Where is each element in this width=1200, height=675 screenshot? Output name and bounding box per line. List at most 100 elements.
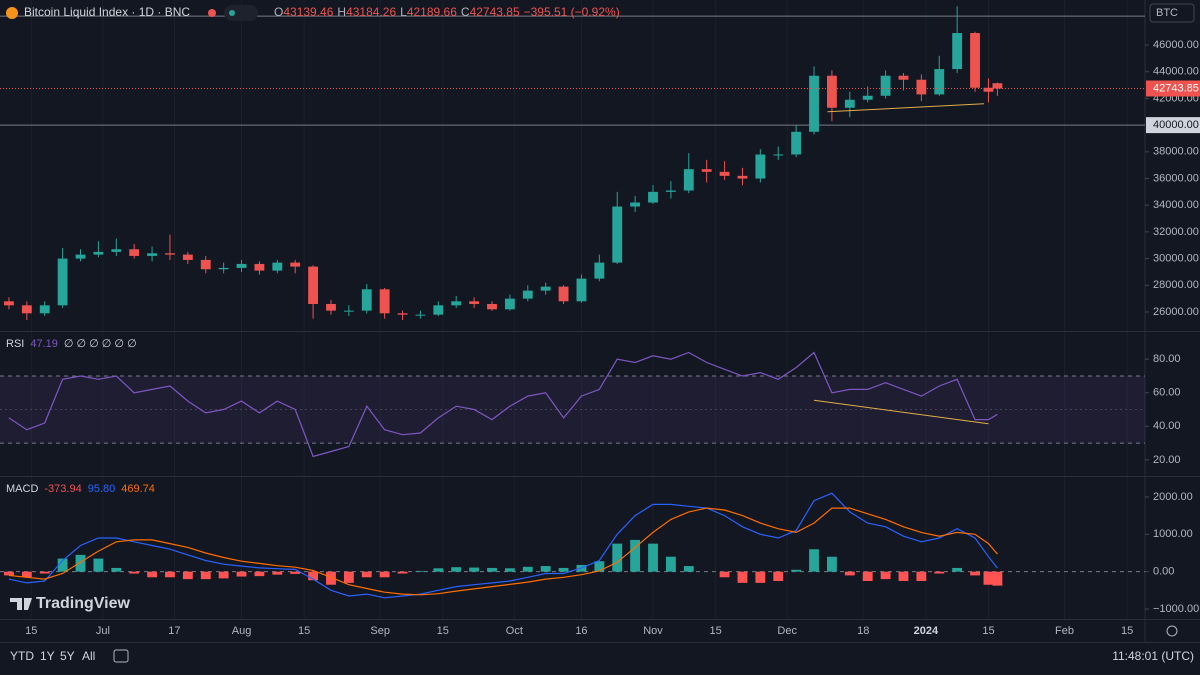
indicator-badge[interactable] <box>224 5 258 21</box>
histogram-bar <box>236 571 247 577</box>
y-tick-label: 2000.00 <box>1153 491 1193 503</box>
histogram-bar <box>451 567 462 572</box>
symbol-icon <box>6 7 18 19</box>
logo-mark <box>10 598 32 610</box>
ohlc-legend: O43139.46 H43184.26 L42189.66 C42743.85 −395… <box>274 5 620 19</box>
histogram-bar <box>487 567 497 572</box>
candle-body <box>701 169 712 172</box>
x-tick-label: Dec <box>777 625 797 637</box>
candle-body <box>290 262 301 267</box>
signal-line <box>8 507 998 596</box>
histogram-bar <box>880 571 891 580</box>
symbol-title: Bitcoin Liquid Index · 1D · BNC <box>24 5 190 19</box>
candle-body <box>683 169 694 191</box>
histogram-bar <box>361 571 372 578</box>
histogram-bar <box>594 561 605 572</box>
signal-value: 469.74 <box>121 483 155 495</box>
candle-body <box>773 154 784 156</box>
high-value: 43184.26 <box>346 5 396 19</box>
candle-body <box>665 190 676 192</box>
histogram-bar <box>683 566 694 572</box>
histogram-bar <box>970 571 980 576</box>
histogram-bar <box>862 571 873 582</box>
x-tick-label: 15 <box>710 625 722 637</box>
macd-line <box>8 492 998 599</box>
histogram-bar <box>809 549 819 572</box>
histogram-bar <box>737 571 748 583</box>
macd-legend: MACD -373.94 95.80 469.74 <box>6 483 155 495</box>
candle-body <box>451 301 462 306</box>
candle-body <box>415 314 426 316</box>
rsi-name: RSI <box>6 338 24 350</box>
histogram-bar <box>397 571 408 574</box>
settings-icon[interactable] <box>1166 625 1178 637</box>
trendline <box>827 103 985 113</box>
last-price-box <box>1146 80 1200 97</box>
y-tick-label: 34000.00 <box>1153 199 1199 211</box>
histogram-bar <box>952 567 963 572</box>
x-tick-label: 15 <box>298 625 310 637</box>
currency-box[interactable] <box>1149 3 1195 23</box>
candle-body <box>111 249 122 252</box>
candle-body <box>75 254 86 259</box>
candle-body <box>361 289 372 311</box>
hline-label: 40000.00 <box>1153 119 1199 131</box>
y-tick-label: −1000.00 <box>1153 603 1199 615</box>
candle-body <box>576 278 587 302</box>
macd-value: 95.80 <box>88 483 116 495</box>
rsi-line <box>8 351 998 458</box>
range-button[interactable]: YTD <box>10 649 34 663</box>
histogram-bar <box>791 569 802 572</box>
candle-body <box>93 251 104 255</box>
candle-body <box>952 33 963 70</box>
range-button[interactable]: 1Y <box>40 649 55 663</box>
y-tick-label: 36000.00 <box>1153 172 1199 184</box>
candle-body <box>254 263 265 271</box>
y-tick-label: 20.00 <box>1153 454 1181 466</box>
date-range-icon[interactable] <box>113 649 129 663</box>
x-tick-label: 15 <box>437 625 449 637</box>
y-tick-label: 32000.00 <box>1153 226 1199 238</box>
histogram-bar <box>540 566 551 572</box>
histogram-bar <box>415 570 426 572</box>
low-label: L <box>400 5 407 19</box>
histogram-bar <box>308 571 319 581</box>
candle-body <box>469 301 480 304</box>
x-tick-label: 16 <box>575 625 587 637</box>
histogram-bar <box>469 567 480 572</box>
histogram-bar <box>4 571 14 576</box>
histogram-bar <box>165 571 175 578</box>
high-label: H <box>337 5 346 19</box>
histogram-bar <box>983 571 994 585</box>
histogram-bar <box>57 558 68 572</box>
currency: BTC <box>1156 7 1178 19</box>
range-button[interactable]: 5Y <box>60 649 75 663</box>
histogram-bar <box>21 571 32 578</box>
y-tick-label: 30000.00 <box>1153 252 1199 264</box>
candle-body <box>809 75 819 132</box>
histogram-bar <box>111 567 122 572</box>
open-value: 43139.46 <box>283 5 333 19</box>
candle-body <box>522 290 533 299</box>
y-tick-label: 26000.00 <box>1153 306 1199 318</box>
histogram-bar <box>129 571 140 574</box>
histogram-bar <box>898 571 909 582</box>
open-label: O <box>274 5 283 19</box>
hist-value: -373.94 <box>44 483 81 495</box>
candle-body <box>57 258 68 306</box>
x-tick-label: 15 <box>1121 625 1133 637</box>
x-tick-label: Sep <box>370 625 390 637</box>
range-button[interactable]: All <box>82 649 95 663</box>
histogram-bar <box>844 571 855 576</box>
candle-body <box>326 303 336 311</box>
rsi-extra: ∅ ∅ ∅ ∅ ∅ ∅ <box>64 338 137 350</box>
last-price-label: 42743.85 <box>1153 82 1199 94</box>
histogram-bar <box>147 571 157 578</box>
candle-body <box>934 69 945 95</box>
histogram-bar <box>719 571 730 578</box>
candle-body <box>4 301 14 306</box>
candle-body <box>755 154 766 179</box>
x-tick-label: 15 <box>25 625 37 637</box>
histogram-bar <box>254 571 265 577</box>
